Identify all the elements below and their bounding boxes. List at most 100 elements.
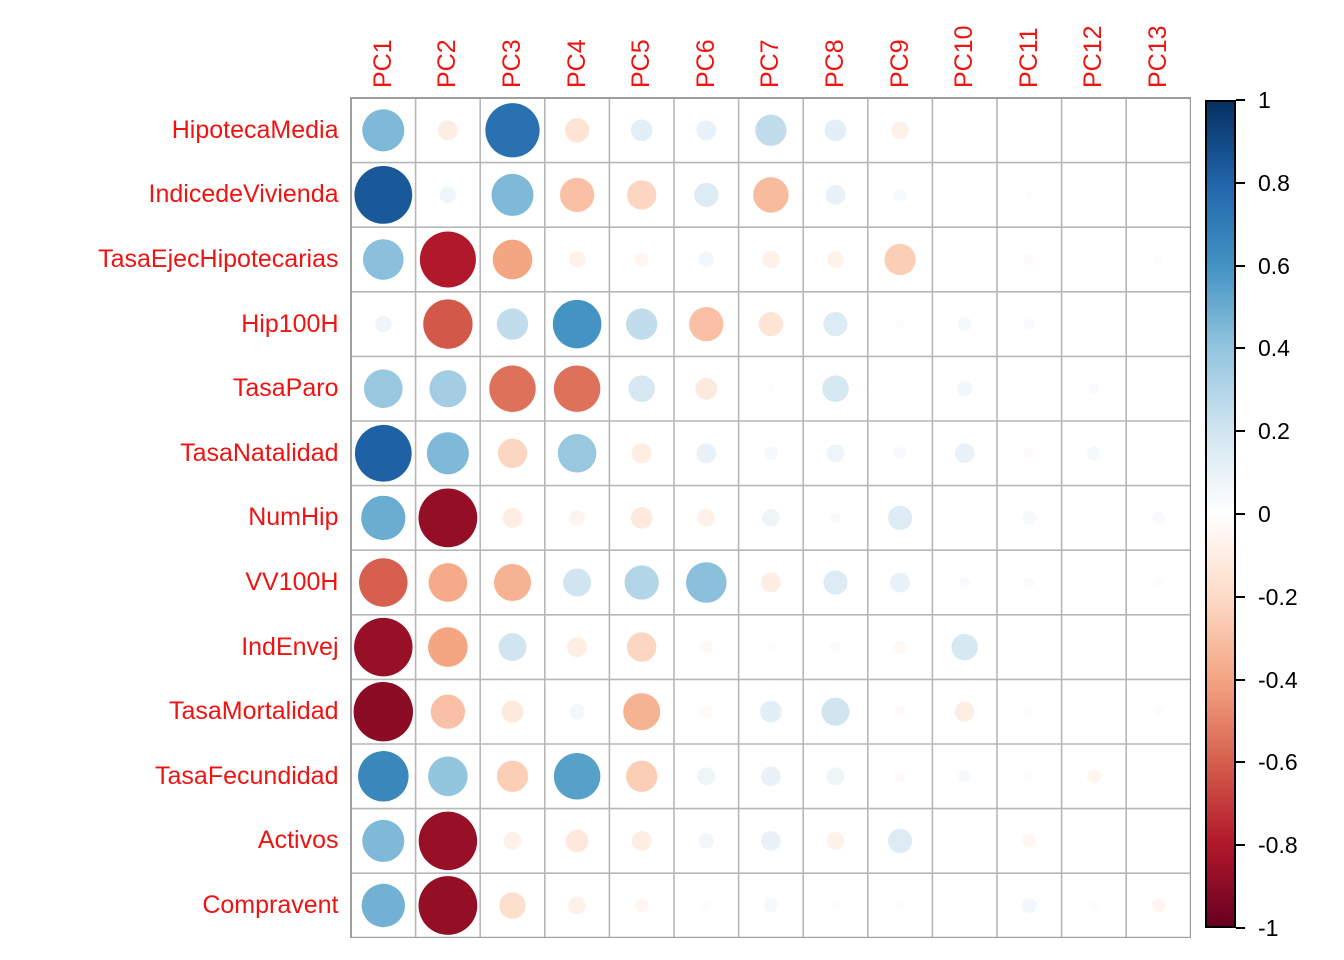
corr-circle-HipotecaMedia-PC10 <box>961 126 968 133</box>
corr-circle-Compravent-PC1 <box>361 883 405 927</box>
colorbar-tick <box>1236 347 1245 349</box>
corr-circle-Activos-PC8 <box>826 831 844 850</box>
corr-circle-IndicedeVivienda-PC2 <box>439 186 456 203</box>
corr-circle-TasaFecundidad-PC6 <box>696 766 715 785</box>
row-label-HipotecaMedia: HipotecaMedia <box>171 116 339 144</box>
corr-circle-VV100H-PC3 <box>493 563 531 601</box>
corr-circle-TasaMortalidad-PC8 <box>820 697 850 726</box>
corr-circle-Activos-PC13 <box>1154 837 1162 844</box>
correlation-matrix <box>349 96 1192 939</box>
corr-circle-TasaNatalidad-PC1 <box>354 424 412 482</box>
colorbar-tick <box>1236 844 1245 846</box>
row-label-TasaFecundidad: TasaFecundidad <box>155 762 339 790</box>
corr-circle-TasaEjecHipotecarias-PC13 <box>1153 254 1163 264</box>
corr-circle-TasaEjecHipotecarias-PC8 <box>826 250 844 268</box>
row-label-TasaMortalidad: TasaMortalidad <box>168 697 339 725</box>
corr-circle-NumHip-PC3 <box>502 507 522 528</box>
corr-circle-TasaParo-PC6 <box>694 377 717 400</box>
corr-circle-IndEnvej-PC1 <box>353 617 413 676</box>
corr-circle-IndicedeVivienda-PC5 <box>626 179 656 210</box>
corr-circle-IndEnvej-PC10 <box>950 633 978 660</box>
colorbar-tick-label-0.8: 0.8 <box>1258 170 1290 196</box>
corr-circle-Hip100H-PC7 <box>758 311 783 336</box>
corr-circle-VV100H-PC4 <box>562 567 591 597</box>
column-label-PC13: PC13 <box>1144 24 1172 88</box>
corr-circle-Activos-PC11 <box>1021 833 1036 848</box>
corr-circle-Activos-PC9 <box>887 828 912 853</box>
colorbar-tick-label--0.8: -0.8 <box>1258 832 1298 858</box>
corr-circle-HipotecaMedia-PC2 <box>437 119 458 140</box>
corr-circle-TasaNatalidad-PC3 <box>497 438 527 468</box>
corr-circle-VV100H-PC13 <box>1153 577 1163 587</box>
corr-circle-TasaParo-PC8 <box>821 374 849 402</box>
corr-circle-Compravent-PC9 <box>895 900 905 910</box>
row-label-Compravent: Compravent <box>202 891 339 919</box>
corr-circle-TasaParo-PC3 <box>488 364 536 412</box>
corr-circle-TasaParo-PC2 <box>428 369 466 407</box>
corr-circle-VV100H-PC2 <box>428 562 467 602</box>
corr-circle-TasaMortalidad-PC9 <box>894 705 906 717</box>
corr-circle-IndicedeVivienda-PC1 <box>353 165 412 224</box>
colorbar-tick-label-0: 0 <box>1258 501 1271 527</box>
colorbar-tick-label-1: 1 <box>1258 87 1271 113</box>
corr-circle-TasaFecundidad-PC1 <box>357 750 409 802</box>
corr-circle-HipotecaMedia-PC1 <box>361 108 404 151</box>
corr-circle-NumHip-PC11 <box>1021 510 1036 525</box>
corr-circle-VV100H-PC1 <box>358 557 408 607</box>
corr-circle-TasaParo-PC5 <box>627 374 655 402</box>
corr-circle-TasaFecundidad-PC7 <box>760 765 781 786</box>
row-label-Activos: Activos <box>257 826 339 854</box>
corr-circle-NumHip-PC9 <box>887 505 912 530</box>
corr-circle-TasaEjecHipotecarias-PC7 <box>761 250 780 268</box>
colorbar-tick <box>1236 761 1245 763</box>
corr-circle-TasaEjecHipotecarias-PC1 <box>362 238 404 280</box>
column-label-PC8: PC8 <box>821 38 849 88</box>
corr-circle-Compravent-PC8 <box>830 900 840 910</box>
corr-circle-TasaFecundidad-PC2 <box>427 755 468 796</box>
colorbar-tick-label--0.4: -0.4 <box>1258 667 1298 693</box>
corr-circle-Compravent-PC13 <box>1150 897 1166 913</box>
corr-circle-HipotecaMedia-PC4 <box>564 117 589 142</box>
corr-circle-Compravent-PC3 <box>498 891 526 919</box>
corr-circle-IndEnvej-PC6 <box>699 640 713 653</box>
colorbar-tick-label--0.2: -0.2 <box>1258 584 1298 610</box>
corr-circle-TasaNatalidad-PC10 <box>954 442 975 463</box>
corr-circle-TasaEjecHipotecarias-PC6 <box>698 251 714 267</box>
colorbar-gradient <box>1205 100 1236 928</box>
corr-circle-IndicedeVivienda-PC3 <box>490 173 534 216</box>
corr-circle-NumHip-PC4 <box>568 509 585 526</box>
corr-circle-NumHip-PC1 <box>360 495 405 540</box>
corr-circle-TasaFecundidad-PC11 <box>1024 771 1034 781</box>
corr-circle-VV100H-PC11 <box>1023 576 1035 588</box>
corr-circle-IndicedeVivienda-PC9 <box>893 188 906 201</box>
corr-circle-TasaEjecHipotecarias-PC11 <box>1023 253 1035 265</box>
corr-circle-NumHip-PC8 <box>829 511 841 523</box>
corr-circle-Hip100H-PC9 <box>895 319 905 329</box>
corr-circle-NumHip-PC5 <box>630 506 653 529</box>
corr-circle-HipotecaMedia-PC3 <box>484 102 540 157</box>
corr-circle-VV100H-PC6 <box>685 561 727 603</box>
column-label-PC12: PC12 <box>1079 24 1107 88</box>
corr-circle-NumHip-PC13 <box>1151 511 1165 524</box>
row-label-Hip100H: Hip100H <box>241 310 339 338</box>
corr-circle-TasaFecundidad-PC3 <box>496 760 528 792</box>
corr-circle-VV100H-PC5 <box>624 564 659 600</box>
row-label-VV100H: VV100H <box>245 568 339 596</box>
column-label-PC6: PC6 <box>692 38 720 88</box>
corr-circle-IndicedeVivienda-PC10 <box>961 191 968 198</box>
corr-circle-TasaParo-PC10 <box>956 380 972 396</box>
row-label-IndicedeVivienda: IndicedeVivienda <box>148 180 339 208</box>
corr-circle-Hip100H-PC6 <box>688 306 723 341</box>
corr-circle-Compravent-PC6 <box>701 900 711 910</box>
corr-circle-VV100H-PC8 <box>822 569 848 595</box>
row-label-TasaEjecHipotecarias: TasaEjecHipotecarias <box>98 245 339 273</box>
corr-circle-Compravent-PC7 <box>763 897 778 913</box>
corr-circle-Hip100H-PC10 <box>957 316 972 331</box>
corr-circle-TasaEjecHipotecarias-PC4 <box>568 250 585 268</box>
corr-circle-Hip100H-PC3 <box>496 307 528 340</box>
column-label-PC10: PC10 <box>950 24 978 88</box>
corr-circle-TasaNatalidad-PC6 <box>695 442 716 463</box>
corr-circle-Activos-PC2 <box>418 811 477 870</box>
colorbar-tick <box>1236 265 1245 267</box>
corr-circle-Compravent-PC11 <box>1021 897 1037 913</box>
